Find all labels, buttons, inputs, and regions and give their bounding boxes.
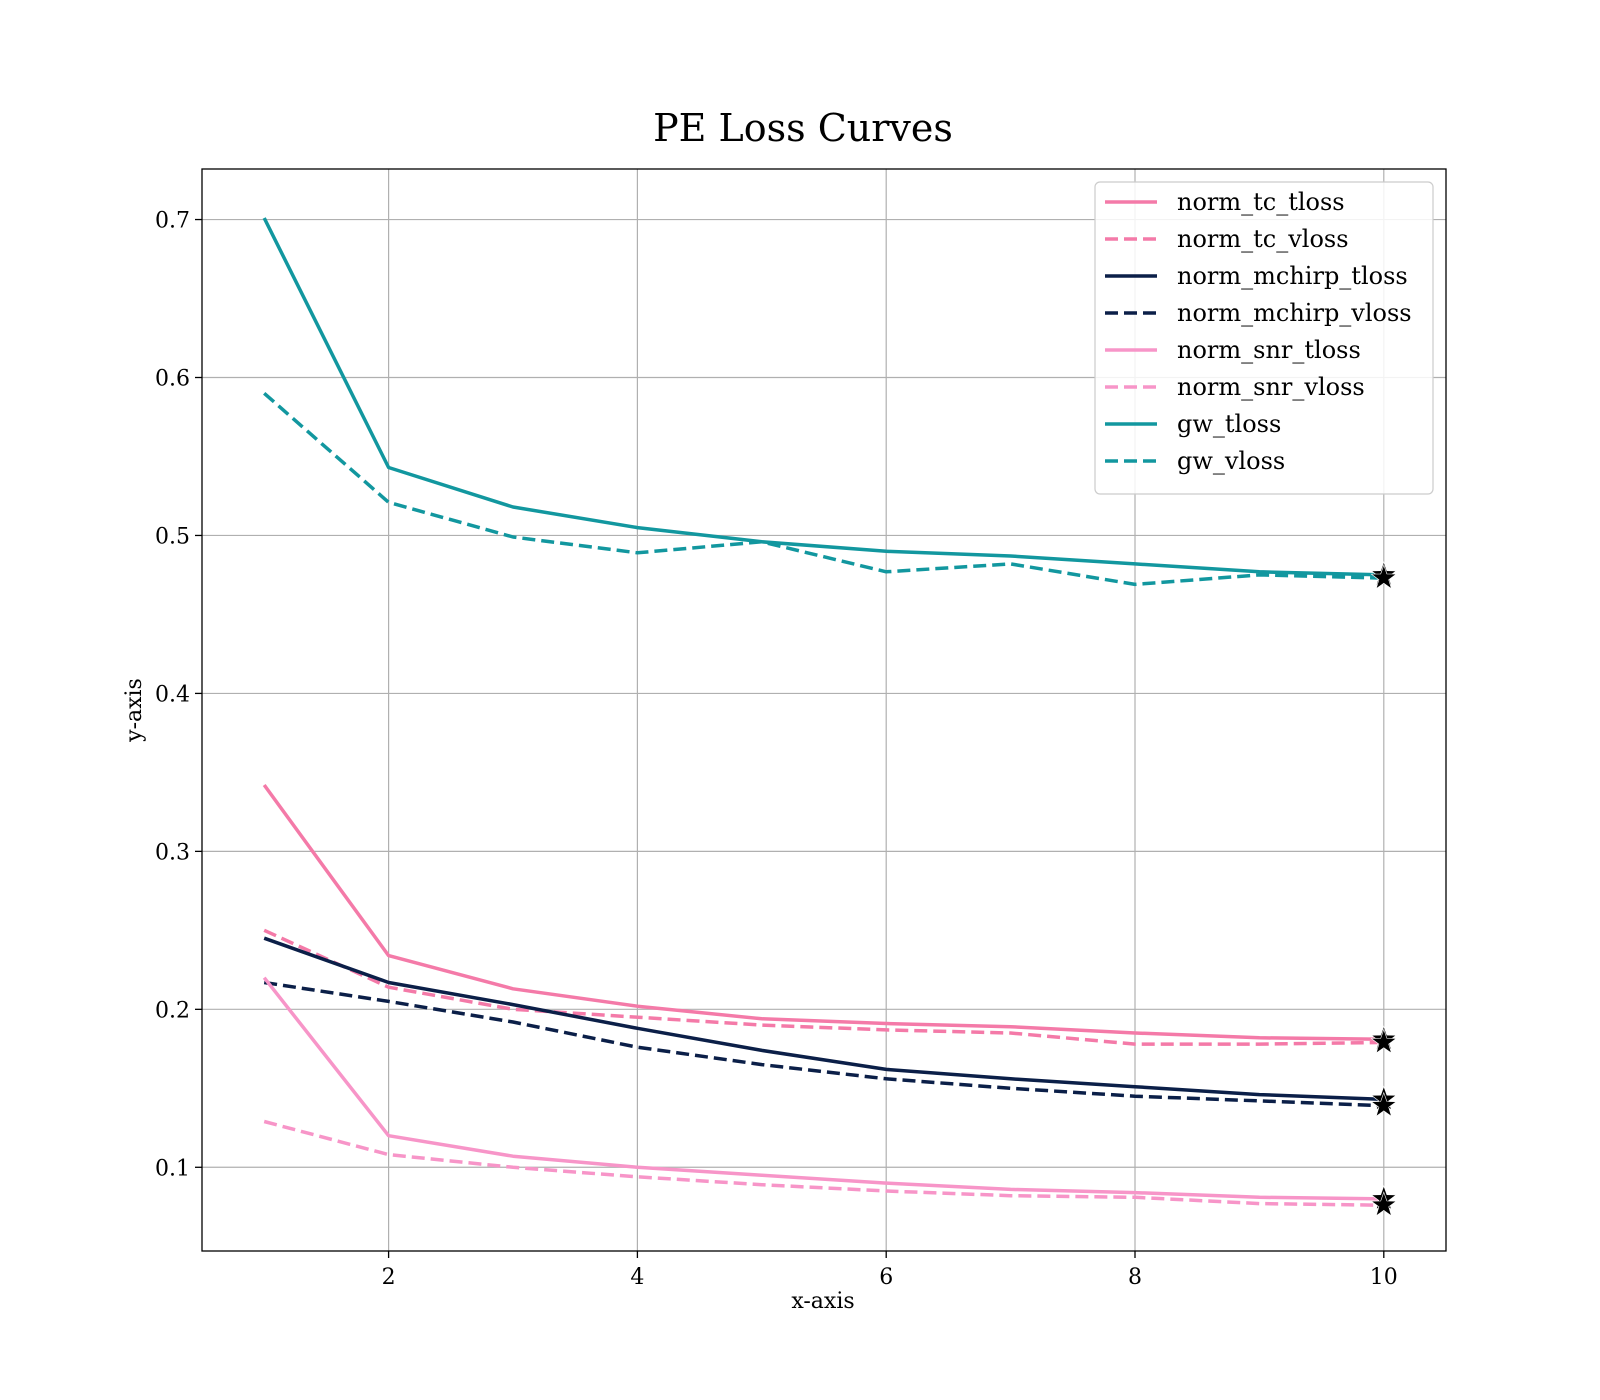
legend-box	[1094, 181, 1434, 495]
end-star-marker	[1370, 1091, 1398, 1117]
y-tick-label: 0.7	[155, 209, 190, 234]
x-tick-label: 4	[630, 1265, 644, 1290]
legend-entry-label: norm_mchirp_vloss	[1177, 299, 1412, 327]
y-tick-label: 0.5	[155, 524, 190, 549]
series-line-gw-tloss	[262, 217, 1384, 577]
series-group	[262, 217, 1384, 1207]
y-tick-label: 0.2	[155, 998, 190, 1023]
plot-frame	[201, 168, 1447, 1252]
series-line-norm-tc-tloss	[262, 783, 1384, 1042]
series-line-norm-snr-tloss	[262, 976, 1384, 1201]
y-axis-label: y-axis	[122, 678, 147, 743]
x-tick-label: 6	[879, 1265, 893, 1290]
x-axis-label: x-axis	[791, 1289, 854, 1314]
series-line-norm-tc-vloss	[263, 928, 1384, 1046]
series-line-norm-mchirp-vloss	[263, 980, 1384, 1108]
legend: norm_tc_tloss norm_tc_vloss norm_mchirp_tl…	[1094, 181, 1434, 495]
end-markers	[1370, 560, 1398, 1217]
legend-entry-label: gw_tloss	[1177, 410, 1281, 438]
x-tick-label: 10	[1370, 1265, 1398, 1290]
x-tick-label: 2	[382, 1265, 396, 1290]
end-star-marker	[1370, 1191, 1398, 1217]
end-star-marker	[1370, 564, 1398, 590]
end-star-marker	[1370, 1028, 1398, 1054]
y-tick-label: 0.3	[155, 840, 190, 865]
y-tick-label: 0.4	[155, 682, 190, 707]
legend-entry-label: norm_mchirp_tloss	[1177, 262, 1408, 290]
legend-entry-label: norm_tc_tloss	[1177, 188, 1345, 216]
x-tick-label: 8	[1128, 1265, 1142, 1290]
legend-entry-label: norm_snr_vloss	[1177, 373, 1365, 401]
y-tick-label: 0.6	[155, 367, 190, 392]
legend-entry-label: norm_snr_tloss	[1177, 336, 1361, 364]
legend-entry-label: norm_tc_vloss	[1177, 225, 1349, 253]
chart-title: PE Loss Curves	[653, 106, 953, 150]
series-line-gw-vloss	[263, 391, 1384, 587]
legend-entry-label: gw_vloss	[1177, 447, 1285, 475]
y-tick-label: 0.1	[155, 1156, 190, 1181]
axis-ticks: 2 4 6 8 10 0.1 0.2 0.3 0.4 0.5 0.6 0.7	[155, 209, 1398, 1290]
series-line-norm-mchirp-tloss	[263, 936, 1384, 1102]
series-line-norm-snr-vloss	[263, 1119, 1384, 1207]
